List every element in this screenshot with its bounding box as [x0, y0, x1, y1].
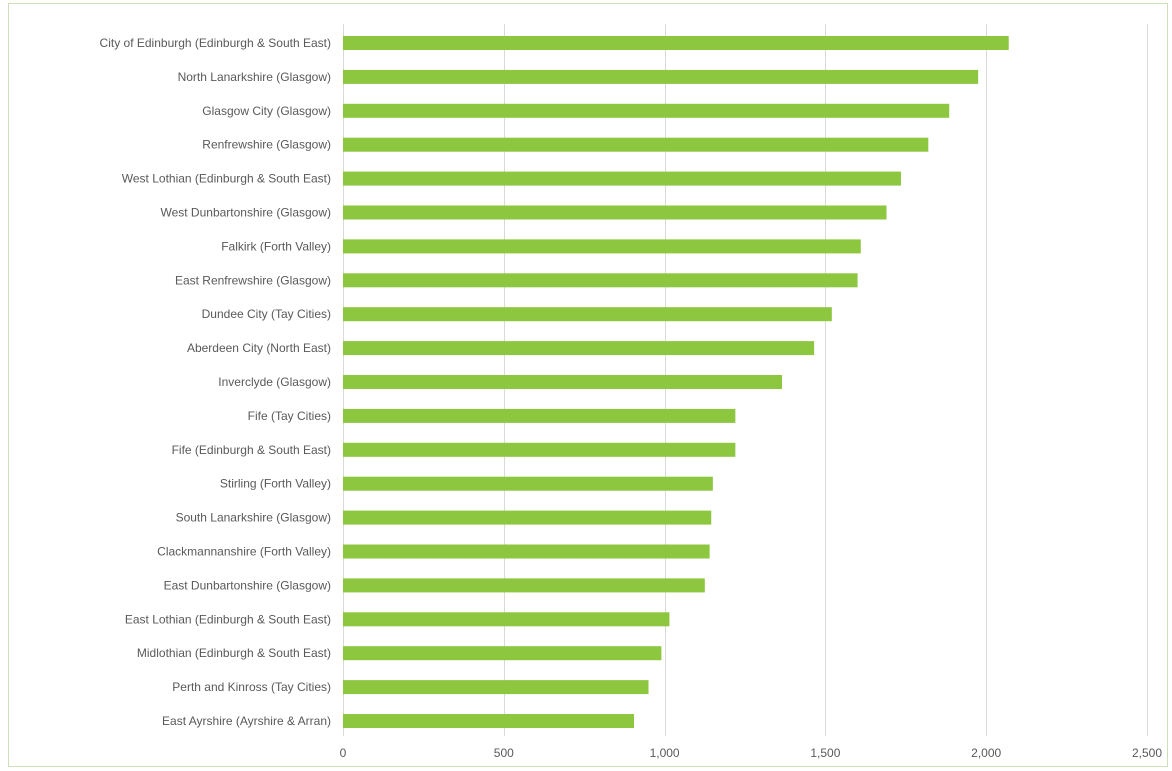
bar — [343, 273, 858, 288]
category-label: Fife (Tay Cities) — [248, 409, 331, 423]
category-label: Falkirk (Forth Valley) — [221, 239, 331, 253]
bar — [343, 680, 649, 695]
category-label: North Lanarkshire (Glasgow) — [178, 70, 331, 84]
category-label: Aberdeen City (North East) — [187, 341, 331, 355]
x-tick-label: 1,500 — [810, 746, 840, 760]
category-labels: City of Edinburgh (Edinburgh & South Eas… — [100, 36, 331, 728]
bar — [343, 341, 815, 356]
category-label: Inverclyde (Glasgow) — [218, 375, 331, 389]
chart-frame — [8, 3, 1168, 767]
category-label: South Lanarkshire (Glasgow) — [176, 511, 331, 525]
category-label: East Dunbartonshire (Glasgow) — [164, 578, 331, 592]
x-tick-label: 0 — [340, 746, 347, 760]
bar — [343, 307, 832, 322]
bar — [343, 544, 710, 559]
bar — [343, 205, 887, 220]
x-tick-label: 2,500 — [1132, 746, 1162, 760]
category-label: Stirling (Forth Valley) — [220, 477, 331, 491]
bar — [343, 476, 713, 491]
bars — [343, 36, 1009, 728]
category-label: East Renfrewshire (Glasgow) — [175, 273, 331, 287]
x-tick-label: 2,000 — [971, 746, 1001, 760]
bar — [343, 69, 979, 84]
bar — [343, 171, 901, 186]
bar — [343, 239, 861, 254]
category-label: Perth and Kinross (Tay Cities) — [172, 680, 331, 694]
category-label: East Ayrshire (Ayrshire & Arran) — [162, 714, 331, 728]
bar — [343, 646, 662, 661]
category-label: East Lothian (Edinburgh & South East) — [125, 612, 331, 626]
bar — [343, 36, 1009, 50]
category-label: West Dunbartonshire (Glasgow) — [160, 206, 331, 220]
bar — [343, 375, 782, 389]
category-label: City of Edinburgh (Edinburgh & South Eas… — [100, 36, 331, 50]
bar — [343, 137, 929, 152]
bar — [343, 578, 705, 593]
category-label: Renfrewshire (Glasgow) — [202, 138, 331, 152]
category-label: Midlothian (Edinburgh & South East) — [137, 646, 331, 660]
bar — [343, 103, 950, 118]
bar — [343, 714, 635, 728]
bar — [343, 408, 736, 423]
category-label: Fife (Edinburgh & South East) — [172, 443, 331, 457]
x-tick-label: 500 — [494, 746, 514, 760]
bar — [343, 442, 736, 457]
x-axis-tick-labels: 0 500 1,000 1,500 2,000 2,500 — [340, 746, 1163, 760]
category-label: Dundee City (Tay Cities) — [202, 307, 331, 321]
bar — [343, 612, 670, 627]
bar — [343, 510, 712, 525]
category-label: Clackmannanshire (Forth Valley) — [157, 545, 331, 559]
category-label: West Lothian (Edinburgh & South East) — [122, 172, 331, 186]
x-tick-label: 1,000 — [650, 746, 680, 760]
category-label: Glasgow City (Glasgow) — [202, 104, 331, 118]
